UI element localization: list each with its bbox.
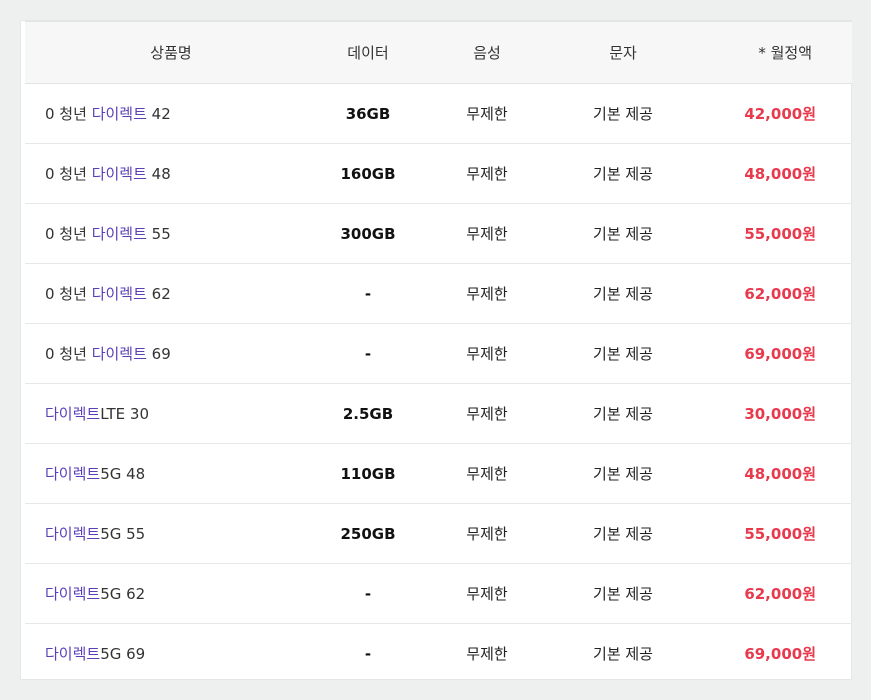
plan-name: 다이렉트5G 55: [25, 503, 317, 564]
plan-name: 다이렉트5G 48: [25, 443, 317, 504]
plan-name: 0 청년 다이렉트 48: [25, 143, 317, 204]
plan-sms: 기본 제공: [555, 383, 691, 444]
header-sms: 문자: [555, 21, 691, 84]
plan-sms: 기본 제공: [555, 443, 691, 504]
plan-voice: 무제한: [419, 83, 555, 144]
plan-name-prefix: 0 청년: [45, 225, 92, 243]
plan-name: 다이렉트5G 62: [25, 563, 317, 624]
plan-table: 상품명 데이터 음성 문자 * 월정액 0 청년 다이렉트 42 36GB 무제…: [25, 21, 852, 684]
plan-sms: 기본 제공: [555, 503, 691, 564]
table-row: 0 청년 다이렉트 55 300GB 무제한 기본 제공 55,000원: [25, 203, 852, 264]
plan-data: -: [317, 263, 419, 324]
plan-name-suffix: 48: [146, 165, 171, 183]
plan-name: 다이렉트5G 69: [25, 624, 317, 684]
plan-name-prefix: 0 청년: [45, 285, 92, 303]
plan-data: 2.5GB: [317, 383, 419, 444]
table-row: 0 청년 다이렉트 42 36GB 무제한 기본 제공 42,000원: [25, 83, 852, 144]
table-row: 다이렉트LTE 30 2.5GB 무제한 기본 제공 30,000원: [25, 383, 852, 444]
plan-name: 0 청년 다이렉트 42: [25, 83, 317, 144]
plan-name-brand: 다이렉트: [91, 285, 147, 303]
plan-name-brand: 다이렉트: [91, 225, 147, 243]
plan-name-brand: 다이렉트: [45, 465, 101, 483]
plan-voice: 무제한: [419, 563, 555, 624]
plan-price: 69,000원: [691, 323, 852, 384]
plan-name-brand: 다이렉트: [45, 585, 101, 603]
table-row: 다이렉트5G 55 250GB 무제한 기본 제공 55,000원: [25, 503, 852, 564]
plan-name-brand: 다이렉트: [91, 105, 147, 123]
plan-data: 160GB: [317, 143, 419, 204]
plan-data: 250GB: [317, 503, 419, 564]
plan-name-suffix: 5G 55: [100, 525, 146, 543]
plan-sms: 기본 제공: [555, 143, 691, 204]
plan-name: 0 청년 다이렉트 55: [25, 203, 317, 264]
plan-name: 다이렉트LTE 30: [25, 383, 317, 444]
plan-price: 55,000원: [691, 203, 852, 264]
table-row: 0 청년 다이렉트 48 160GB 무제한 기본 제공 48,000원: [25, 143, 852, 204]
header-voice: 음성: [419, 21, 555, 84]
plan-data: -: [317, 323, 419, 384]
plan-name-suffix: 69: [146, 345, 171, 363]
plan-name-suffix: 5G 48: [100, 465, 146, 483]
table-row: 0 청년 다이렉트 69 - 무제한 기본 제공 69,000원: [25, 323, 852, 384]
plan-sms: 기본 제공: [555, 323, 691, 384]
plan-table-header: 상품명 데이터 음성 문자 * 월정액: [25, 21, 852, 84]
plan-name-suffix: LTE 30: [100, 405, 149, 423]
plan-name-brand: 다이렉트: [45, 525, 101, 543]
plan-name-suffix: 55: [146, 225, 171, 243]
plan-name-suffix: 5G 69: [100, 645, 146, 664]
plan-voice: 무제한: [466, 645, 508, 664]
plan-voice: 무제한: [419, 143, 555, 204]
plan-name-suffix: 62: [146, 285, 171, 303]
plan-name-prefix: 0 청년: [45, 345, 92, 363]
plan-sms: 기본 제공: [555, 263, 691, 324]
plan-price: 69,000원: [744, 645, 816, 664]
plan-sms: 기본 제공: [555, 83, 691, 144]
plan-voice: 무제한: [419, 383, 555, 444]
header-price: * 월정액: [691, 21, 852, 84]
plan-name: 0 청년 다이렉트 62: [25, 263, 317, 324]
plan-price: 62,000원: [691, 263, 852, 324]
plan-name-brand: 다이렉트: [45, 405, 101, 423]
plan-name-brand: 다이렉트: [91, 165, 147, 183]
plan-price: 55,000원: [691, 503, 852, 564]
table-row: 0 청년 다이렉트 62 - 무제한 기본 제공 62,000원: [25, 263, 852, 324]
plan-data: 300GB: [317, 203, 419, 264]
plan-data: -: [317, 563, 419, 624]
plan-name-brand: 다이렉트: [45, 645, 101, 664]
plan-sms: 기본 제공: [555, 563, 691, 624]
plan-data: -: [364, 644, 372, 663]
plan-name: 0 청년 다이렉트 69: [25, 323, 317, 384]
plan-price: 42,000원: [691, 83, 852, 144]
plan-voice: 무제한: [419, 263, 555, 324]
plan-data: 36GB: [317, 83, 419, 144]
plan-voice: 무제한: [419, 443, 555, 504]
plan-price: 48,000원: [691, 143, 852, 204]
plan-name-suffix: 5G 62: [100, 585, 146, 603]
plan-sms: 기본 제공: [593, 645, 653, 664]
plan-name-suffix: 42: [146, 105, 171, 123]
plan-name-prefix: 0 청년: [45, 165, 92, 183]
header-row: 상품명 데이터 음성 문자 * 월정액: [25, 21, 852, 84]
plan-table-body: 0 청년 다이렉트 42 36GB 무제한 기본 제공 42,000원 0 청년…: [25, 83, 852, 684]
plan-table-card: 상품명 데이터 음성 문자 * 월정액 0 청년 다이렉트 42 36GB 무제…: [20, 20, 852, 680]
plan-voice: 무제한: [419, 323, 555, 384]
plan-voice: 무제한: [419, 503, 555, 564]
plan-name-prefix: 0 청년: [45, 105, 92, 123]
plan-price: 62,000원: [691, 563, 852, 624]
table-row: 다이렉트5G 69 - 무제한 기본 제공 69,000원: [25, 624, 852, 684]
header-data: 데이터: [317, 21, 419, 84]
plan-data: 110GB: [317, 443, 419, 504]
table-row: 다이렉트5G 62 - 무제한 기본 제공 62,000원: [25, 563, 852, 624]
plan-voice: 무제한: [419, 203, 555, 264]
plan-name-brand: 다이렉트: [91, 345, 147, 363]
plan-price: 48,000원: [691, 443, 852, 504]
plan-price: 30,000원: [691, 383, 852, 444]
header-name: 상품명: [25, 21, 317, 84]
table-row: 다이렉트5G 48 110GB 무제한 기본 제공 48,000원: [25, 443, 852, 504]
plan-sms: 기본 제공: [555, 203, 691, 264]
